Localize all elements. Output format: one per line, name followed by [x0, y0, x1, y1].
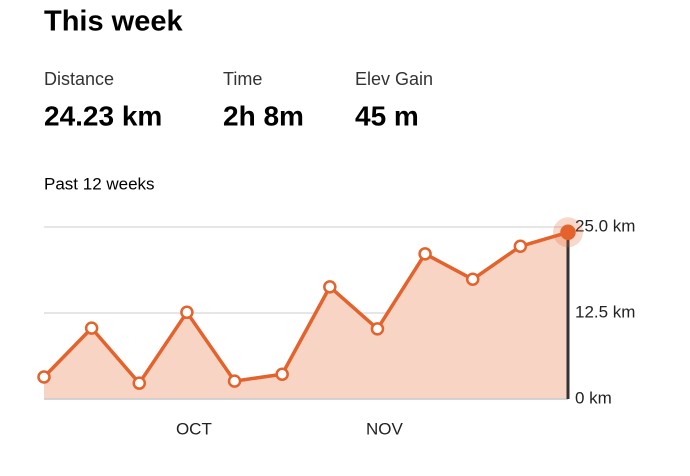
title: This week	[44, 6, 183, 38]
point	[132, 376, 147, 390]
line	[42, 230, 569, 385]
stat-label: Distance	[44, 69, 114, 89]
point	[180, 305, 194, 320]
point	[465, 272, 480, 287]
area	[44, 232, 568, 399]
stat-label: Elev Gain	[355, 69, 433, 89]
stat-value: 45 m	[355, 100, 419, 131]
point	[370, 322, 385, 336]
stat-value: 24.23 km	[44, 100, 162, 131]
x-tick-label: OCT	[176, 419, 212, 438]
stat-value: 2h 8m	[223, 100, 304, 131]
point	[513, 239, 528, 254]
point	[84, 321, 99, 335]
point	[418, 247, 432, 261]
point	[37, 370, 51, 384]
stat-label: Time	[223, 69, 262, 89]
y-tick-label: 25.0 km	[575, 216, 635, 235]
point	[227, 374, 242, 388]
y-tick-label: 0 km	[575, 388, 612, 407]
point	[323, 280, 337, 294]
x-tick-label: NOV	[366, 419, 404, 438]
chart-title: Past 12 weeks	[44, 174, 155, 193]
y-tick-label: 12.5 km	[575, 302, 635, 321]
point	[560, 224, 576, 241]
point	[275, 367, 289, 381]
